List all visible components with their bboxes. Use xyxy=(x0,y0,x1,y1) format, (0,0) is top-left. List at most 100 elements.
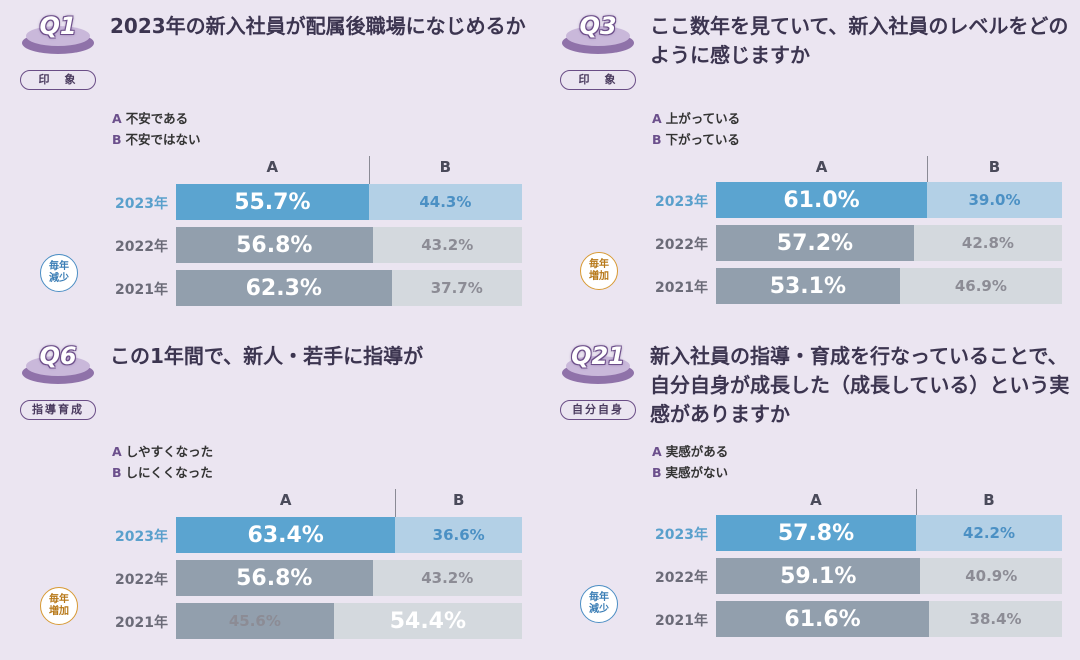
data-label-b: 36.6% xyxy=(432,526,485,544)
data-label-b: 43.2% xyxy=(421,569,474,587)
question-number: Q6 xyxy=(39,342,77,370)
data-label-b: 37.7% xyxy=(430,279,483,297)
category-tag: 印 象 xyxy=(560,70,636,90)
data-label-b: 40.9% xyxy=(965,567,1018,585)
bar-b: 37.7% xyxy=(391,270,522,306)
data-label-b: 42.2% xyxy=(962,524,1015,542)
legend-label: 不安ではない xyxy=(125,132,201,147)
trend-badge: 毎年増加 xyxy=(580,252,618,290)
trend-badge: 毎年減少 xyxy=(580,585,618,623)
data-label-a: 61.0% xyxy=(783,187,860,213)
legend: A 上がっている B 下がっている xyxy=(652,108,740,150)
column-divider xyxy=(927,156,928,186)
bar-b: 43.2% xyxy=(372,227,522,263)
legend-item: A 実感がある xyxy=(652,441,728,462)
legend-key: A xyxy=(112,111,122,126)
legend-key: A xyxy=(652,444,662,459)
badge-top xyxy=(566,26,630,46)
question-number: Q21 xyxy=(571,342,625,370)
legend-key: A xyxy=(652,111,662,126)
bar-b: 44.3% xyxy=(368,184,522,220)
chart-panel-q3: Q3 印 象ここ数年を見ていて、新入社員のレベルをどのように感じますか A 上がってい… xyxy=(540,0,1080,330)
legend-label: しやすくなった xyxy=(125,444,214,459)
legend-label: 実感がある xyxy=(665,444,729,459)
data-label-a: 56.8% xyxy=(236,232,313,258)
legend: A 実感がある B 実感がない xyxy=(652,441,728,483)
data-label-b: 42.8% xyxy=(961,234,1014,252)
legend-item: B 下がっている xyxy=(652,129,740,150)
data-label-a: 57.8% xyxy=(777,520,855,546)
data-label-a: 59.1% xyxy=(780,563,857,589)
column-divider xyxy=(369,156,370,188)
chart-panel-q6: Q6 指導育成 この1年間で、新人・若手に指導が A しやすくなった B しにくくなった A B… xyxy=(0,330,540,660)
chart-panel-q1: Q1 印 象 2023年の新入社員が配属後職場になじめるか A 不安である B 不安ではない… xyxy=(0,0,540,330)
column-header-b: B xyxy=(452,491,465,509)
year-label: 2022年 xyxy=(115,572,168,588)
question-number: Q1 xyxy=(39,12,77,40)
data-label-b: 43.2% xyxy=(421,236,474,254)
data-label-b: 54.4% xyxy=(389,608,467,634)
chart-title: ここ数年を見ていて、新入社員のレベルをどのように感じますか xyxy=(650,14,1069,67)
year-label: 2022年 xyxy=(655,570,708,586)
chart-title: この1年間で、新人・若手に指導が xyxy=(110,344,424,368)
bar-a: 55.7% xyxy=(176,184,369,220)
data-label-b: 44.3% xyxy=(419,193,472,211)
legend-item: B 実感がない xyxy=(652,462,728,483)
year-label: 2023年 xyxy=(655,194,708,210)
question-number: Q3 xyxy=(579,12,617,40)
data-label-a: 53.1% xyxy=(769,273,847,299)
badge-top xyxy=(26,26,90,46)
data-label-b: 39.0% xyxy=(968,191,1021,209)
year-label: 2021年 xyxy=(115,282,168,298)
bar-a: 56.8% xyxy=(176,227,373,263)
column-header-a: A xyxy=(810,491,822,509)
data-label-b: 46.9% xyxy=(954,277,1007,295)
year-label: 2023年 xyxy=(655,527,708,543)
question-number-badge: Q1 xyxy=(22,10,94,56)
chart-panel-q21: Q21 自分自身 新入社員の指導・育成を行なっていることで、自分自身が成長した（成長… xyxy=(540,330,1080,660)
bar-a: 57.2% xyxy=(716,225,914,261)
data-label-a: 57.2% xyxy=(776,230,854,256)
column-divider xyxy=(395,489,396,521)
trend-badge: 毎年減少 xyxy=(40,254,78,292)
legend-label: 不安である xyxy=(125,111,189,126)
category-tag: 自分自身 xyxy=(560,400,636,420)
legend-label: 上がっている xyxy=(665,111,741,126)
legend-item: A しやすくなった xyxy=(112,441,213,462)
year-label: 2021年 xyxy=(115,615,168,631)
column-header-a: A xyxy=(815,158,828,176)
bar-b: 42.8% xyxy=(913,225,1062,261)
bar-b: 36.6% xyxy=(395,517,522,553)
chart-title: 新入社員の指導・育成を行なっていることで、自分自身が成長した（成長している）とい… xyxy=(650,344,1070,426)
column-header-b: B xyxy=(983,491,995,509)
data-label-a: 62.3% xyxy=(245,275,322,301)
data-label-a: 61.6% xyxy=(784,606,861,632)
legend-key: B xyxy=(652,465,662,480)
bar-a: 61.0% xyxy=(716,182,928,218)
bar-a: 57.8% xyxy=(716,515,916,551)
column-divider xyxy=(916,489,917,519)
bar-b: 40.9% xyxy=(920,558,1062,594)
legend-item: B しにくくなった xyxy=(112,462,213,483)
column-header-b: B xyxy=(988,158,1001,176)
data-label-a: 55.7% xyxy=(234,189,311,215)
chart-title: 2023年の新入社員が配属後職場になじめるか xyxy=(110,14,526,38)
data-label-a: 63.4% xyxy=(247,522,324,548)
question-number-badge: Q6 xyxy=(22,340,94,386)
legend: A しやすくなった B しにくくなった xyxy=(112,441,213,483)
question-number-badge: Q3 xyxy=(562,10,634,56)
badge-top xyxy=(26,356,90,376)
year-label: 2021年 xyxy=(655,613,708,629)
legend-item: B 不安ではない xyxy=(112,129,201,150)
bar-b: 42.2% xyxy=(915,515,1062,551)
legend: A 不安である B 不安ではない xyxy=(112,108,201,150)
legend-label: 下がっている xyxy=(665,132,740,147)
bar-a: 63.4% xyxy=(176,517,396,553)
column-header-a: A xyxy=(266,158,279,176)
column-header-b: B xyxy=(439,158,452,176)
bar-b: 46.9% xyxy=(899,268,1062,304)
year-label: 2021年 xyxy=(655,280,708,296)
legend-key: A xyxy=(112,444,122,459)
data-label-a: 45.6% xyxy=(228,612,281,630)
bar-b: 38.4% xyxy=(929,601,1062,637)
